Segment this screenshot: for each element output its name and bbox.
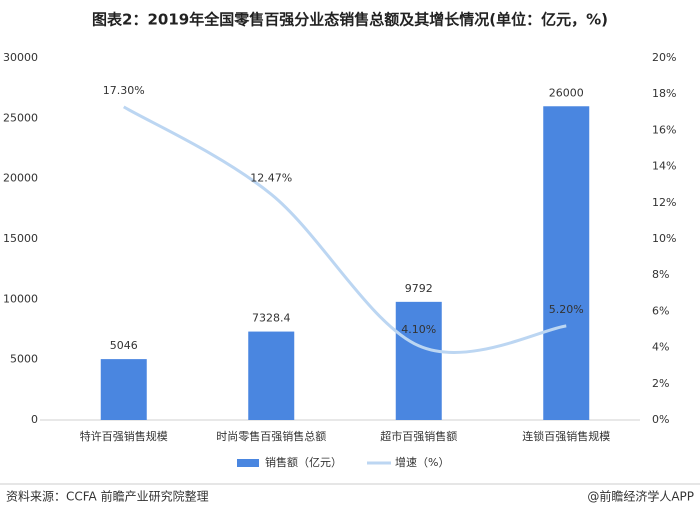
y-tick-label: 25000 xyxy=(3,111,38,124)
y2-tick-label: 0% xyxy=(652,413,669,426)
legend-swatch xyxy=(237,459,259,467)
x-tick-label: 连锁百强销售规模 xyxy=(522,429,610,443)
y2-tick-label: 8% xyxy=(652,268,669,281)
y2-tick-label: 4% xyxy=(652,341,669,354)
credit: @前瞻经济学人APP xyxy=(587,489,694,504)
chart-title: 图表2：2019年全国零售百强分业态销售总额及其增长情况(单位：亿元，%) xyxy=(92,11,608,29)
y2-tick-label: 18% xyxy=(652,87,676,100)
y-tick-label: 30000 xyxy=(3,51,38,64)
y-tick-label: 20000 xyxy=(3,172,38,185)
bar xyxy=(248,331,295,420)
bar xyxy=(395,301,442,420)
x-tick-label: 时尚零售百强销售总额 xyxy=(216,429,326,443)
y2-tick-label: 2% xyxy=(652,377,669,390)
bar-value-label: 26000 xyxy=(549,86,584,99)
bar-value-label: 7328.4 xyxy=(252,312,291,325)
line xyxy=(122,105,567,354)
y2-tick-label: 14% xyxy=(652,160,676,173)
bar-value-label: 5046 xyxy=(110,339,138,352)
y-tick-label: 5000 xyxy=(10,353,38,366)
y2-tick-label: 16% xyxy=(652,123,676,136)
bar-value-label: 9792 xyxy=(405,282,433,295)
y2-tick-label: 10% xyxy=(652,232,676,245)
y-tick-label: 10000 xyxy=(3,292,38,305)
y2-tick-label: 20% xyxy=(652,51,676,64)
bar xyxy=(100,359,147,420)
legend-label: 销售额（亿元） xyxy=(265,455,342,469)
line-value-label: 17.30% xyxy=(103,84,145,97)
line-value-label: 4.10% xyxy=(401,323,436,336)
x-tick-label: 特许百强销售规模 xyxy=(80,429,168,443)
source: 资料来源：CCFA 前瞻产业研究院整理 xyxy=(6,489,209,504)
bar xyxy=(543,106,590,421)
y-tick-label: 0 xyxy=(31,413,38,426)
y-tick-label: 15000 xyxy=(3,232,38,245)
x-tick-label: 超市百强销售额 xyxy=(380,429,457,443)
line-value-label: 5.20% xyxy=(549,303,584,316)
line-value-label: 12.47% xyxy=(250,171,292,184)
y2-tick-label: 6% xyxy=(652,304,669,317)
y2-tick-label: 12% xyxy=(652,196,676,209)
legend-label: 增速（%） xyxy=(395,455,449,469)
